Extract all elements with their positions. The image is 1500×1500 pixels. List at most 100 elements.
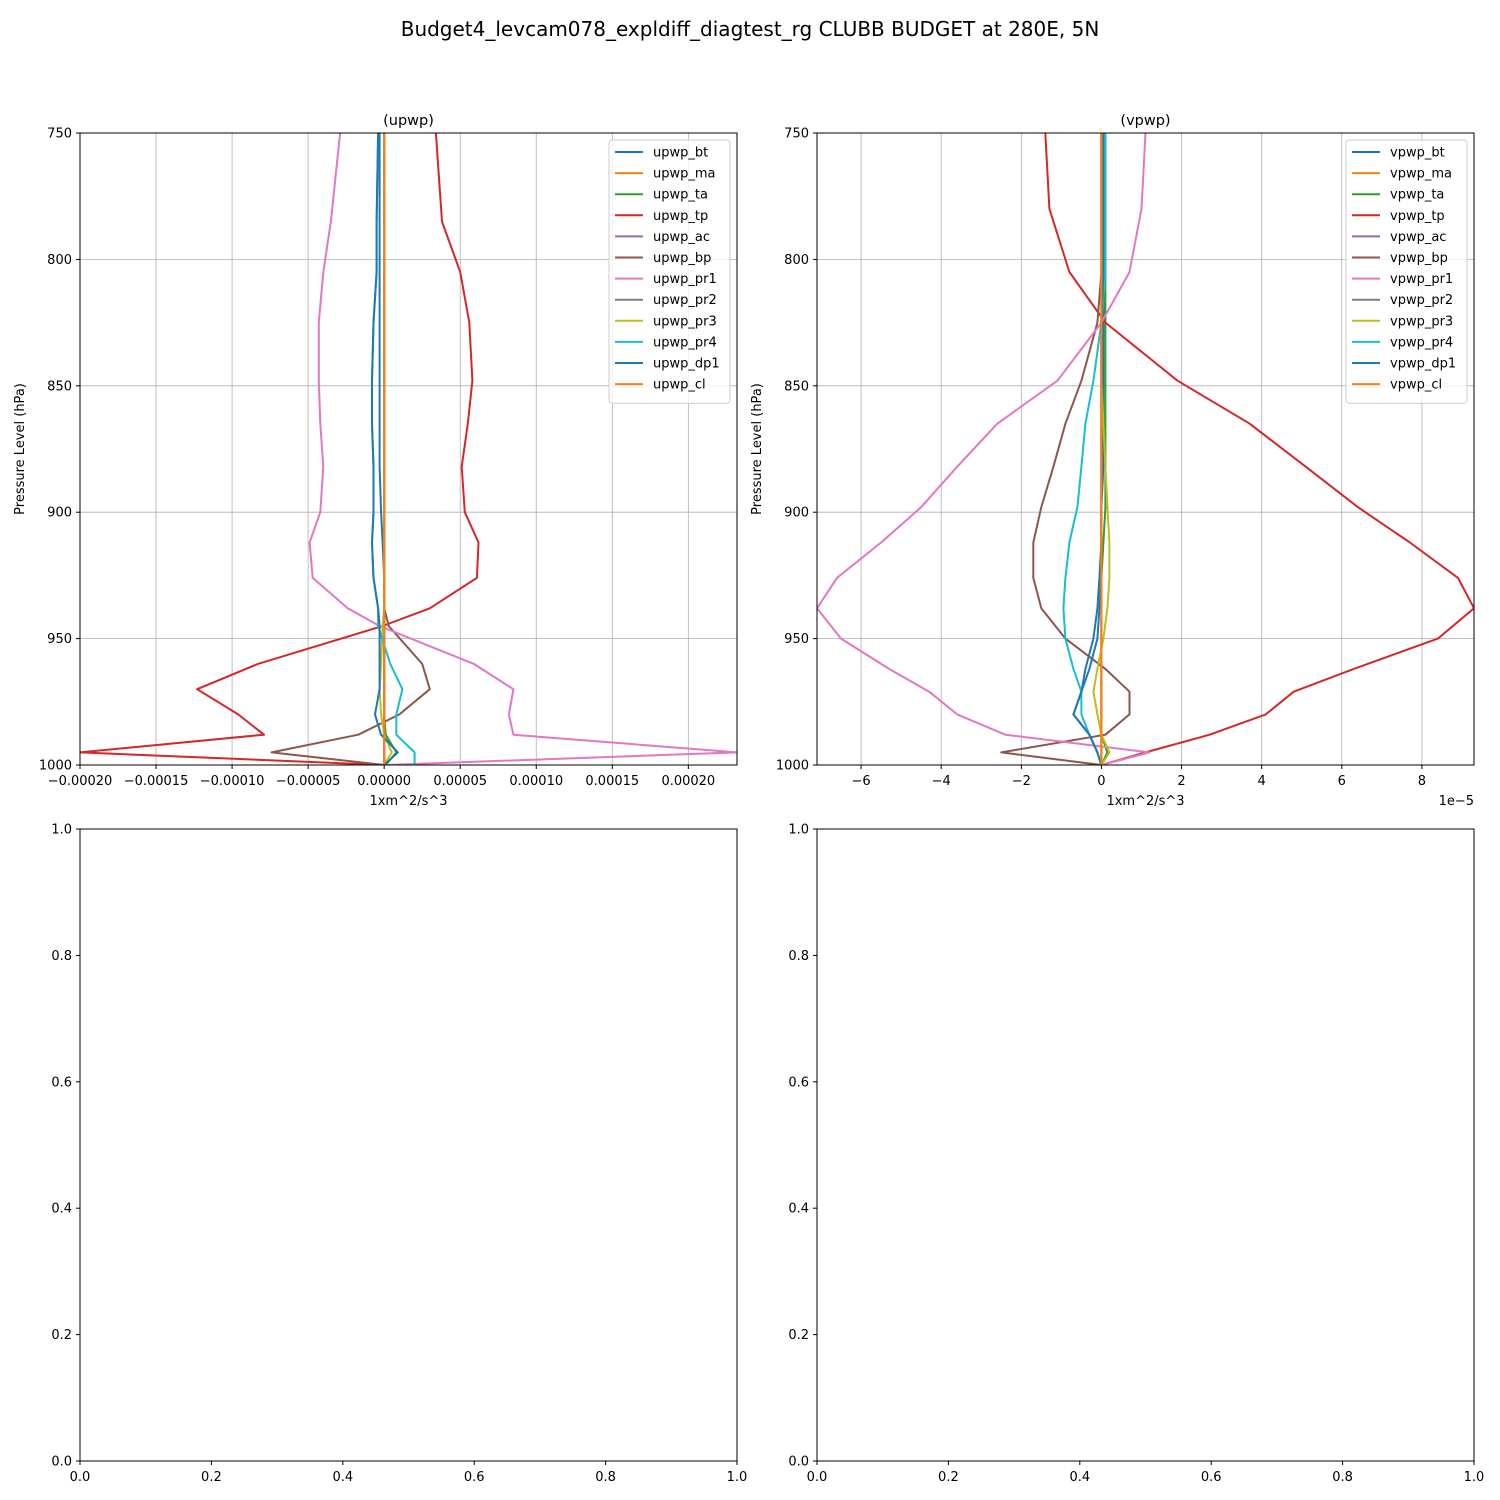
tick-group: 0.0 0.2 0.4 0.6 0.8 1.0 0.0 0.2 0.4 0.6 0.8 1.0: [51, 823, 747, 1486]
figure-title: Budget4_levcam078_expldiff_diagtest_rg C…: [401, 17, 1100, 41]
x-tick-label: 0.6: [464, 1470, 485, 1485]
x-tick-label: 6: [1338, 774, 1346, 789]
legend-label-upwp_pr1: upwp_pr1: [653, 272, 717, 287]
y-tick-label: 850: [784, 379, 809, 394]
tick-group: −6 −4 −2 0 2 4 6 8 750 800 850 900 950 1000: [776, 127, 1426, 790]
x-tick-label: 1.0: [727, 1470, 748, 1485]
legend-label-vpwp_cl: vpwp_cl: [1390, 378, 1442, 393]
y-tick-label: 0.4: [51, 1202, 72, 1217]
panels: −0.00020 −0.00015 −0.00010 −0.00005 0.00000 0…: [13, 113, 1484, 1485]
x-tick-label: −0.00015: [124, 774, 189, 789]
x-tick-label: 0.0: [807, 1470, 828, 1485]
panel-2: −6 −4 −2 0 2 4 6 8 750 800 850 900 950 1000 (vpwp) 1xm^…: [750, 113, 1475, 809]
panel-3: 0.0 0.2 0.4 0.6 0.8 1.0 0.0 0.2 0.4 0.6 0.8 1.0: [51, 823, 747, 1486]
y-tick-label: 0.4: [788, 1202, 809, 1217]
x-tick-label: 0.00010: [509, 774, 563, 789]
y-tick-label: 1000: [39, 759, 72, 774]
y-axis-label: Pressure Level (hPa): [750, 383, 765, 515]
x-axis-label: 1xm^2/s^3: [369, 794, 447, 809]
legend-label-vpwp_ac: vpwp_ac: [1390, 230, 1446, 245]
y-tick-label: 0.8: [788, 949, 809, 964]
x-tick-label: 2: [1177, 774, 1185, 789]
legend-box: [1345, 139, 1468, 404]
y-tick-label: 0.6: [51, 1075, 72, 1090]
legend-label-vpwp_bt: vpwp_bt: [1390, 146, 1445, 161]
x-tick-label: 0.4: [332, 1470, 353, 1485]
y-tick-label: 750: [47, 127, 72, 142]
legend-box: [608, 139, 731, 404]
legend-label-upwp_pr4: upwp_pr4: [653, 335, 717, 350]
legend-label-vpwp_pr2: vpwp_pr2: [1390, 293, 1453, 308]
legend-label-upwp_pr3: upwp_pr3: [653, 314, 717, 329]
legend-label-upwp_cl: upwp_cl: [653, 378, 706, 393]
y-tick-label: 0.2: [788, 1328, 809, 1343]
y-tick-label: 0.8: [51, 949, 72, 964]
x-tick-label: 0.00000: [357, 774, 411, 789]
x-tick-label: 0.8: [595, 1470, 616, 1485]
series-group: [817, 133, 1474, 765]
x-tick-label: −4: [932, 774, 951, 789]
legend-label-vpwp_pr3: vpwp_pr3: [1390, 314, 1453, 329]
y-tick-label: 1.0: [51, 823, 72, 838]
y-tick-label: 800: [784, 253, 809, 268]
axes-frame: [816, 132, 1475, 766]
series-line-vpwp_tp: [1044, 133, 1474, 765]
y-tick-label: 850: [47, 379, 72, 394]
panel-4: 0.0 0.2 0.4 0.6 0.8 1.0 0.0 0.2 0.4 0.6 0.8 1.0: [788, 823, 1484, 1486]
legend-label-vpwp_pr1: vpwp_pr1: [1390, 272, 1453, 287]
y-tick-label: 750: [784, 127, 809, 142]
series-line-upwp_dp1: [371, 133, 399, 765]
x-tick-label: 8: [1418, 774, 1426, 789]
x-tick-label: −0.00010: [200, 774, 265, 789]
x-tick-label: −2: [1012, 774, 1031, 789]
y-tick-label: 950: [47, 632, 72, 647]
legend-label-vpwp_pr4: vpwp_pr4: [1390, 335, 1453, 350]
y-tick-label: 0.2: [51, 1328, 72, 1343]
x-tick-label: 0.6: [1201, 1470, 1222, 1485]
panel-1: −0.00020 −0.00015 −0.00010 −0.00005 0.00000 0…: [13, 113, 738, 809]
series-line-vpwp_bp: [1000, 133, 1131, 765]
legend-label-vpwp_ta: vpwp_ta: [1390, 188, 1444, 203]
x-tick-label: 0.4: [1069, 1470, 1090, 1485]
x-offset-text: 1e−5: [1439, 794, 1474, 809]
legend-label-upwp_dp1: upwp_dp1: [653, 357, 720, 372]
series-line-upwp_tp: [80, 133, 480, 765]
y-tick-label: 950: [784, 632, 809, 647]
legend-label-vpwp_ma: vpwp_ma: [1390, 167, 1452, 182]
plot-area: [80, 829, 737, 1461]
series-line-vpwp_pr1: [817, 133, 1151, 765]
x-tick-label: −0.00020: [48, 774, 113, 789]
legend-label-upwp_bt: upwp_bt: [653, 146, 708, 161]
x-tick-label: −6: [851, 774, 870, 789]
y-tick-label: 1000: [776, 759, 809, 774]
legend-label-upwp_pr2: upwp_pr2: [653, 293, 717, 308]
panel-title: (upwp): [383, 113, 434, 129]
x-tick-label: 0.2: [938, 1470, 959, 1485]
x-tick-label: 0.00015: [585, 774, 639, 789]
legend-label-vpwp_dp1: vpwp_dp1: [1390, 357, 1456, 372]
x-tick-label: 0: [1097, 774, 1105, 789]
y-tick-label: 1.0: [788, 823, 809, 838]
tick-group: 0.0 0.2 0.4 0.6 0.8 1.0 0.0 0.2 0.4 0.6 0.8 1.0: [788, 823, 1484, 1486]
tick-group: −0.00020 −0.00015 −0.00010 −0.00005 0.00000 0…: [39, 127, 715, 790]
x-tick-label: 0.8: [1332, 1470, 1353, 1485]
legend-label-vpwp_bp: vpwp_bp: [1390, 251, 1448, 266]
x-tick-label: 0.00020: [661, 774, 715, 789]
legend-label-upwp_tp: upwp_tp: [653, 209, 708, 224]
y-tick-label: 0.6: [788, 1075, 809, 1090]
series-line-upwp_pr1: [308, 133, 737, 765]
x-tick-label: 4: [1258, 774, 1266, 789]
axes-frame: [816, 828, 1475, 1462]
panel-title: (vpwp): [1120, 113, 1170, 129]
axes-frame: [79, 828, 738, 1462]
axes-frame: [79, 132, 738, 766]
x-tick-label: −0.00005: [276, 774, 341, 789]
legend-label-upwp_bp: upwp_bp: [653, 251, 711, 266]
y-tick-label: 0.0: [51, 1455, 72, 1470]
y-tick-label: 900: [784, 506, 809, 521]
x-tick-label: 0.0: [70, 1470, 91, 1485]
series-group: [80, 133, 737, 765]
y-axis-label: Pressure Level (hPa): [13, 383, 28, 515]
x-axis-label: 1xm^2/s^3: [1106, 794, 1184, 809]
